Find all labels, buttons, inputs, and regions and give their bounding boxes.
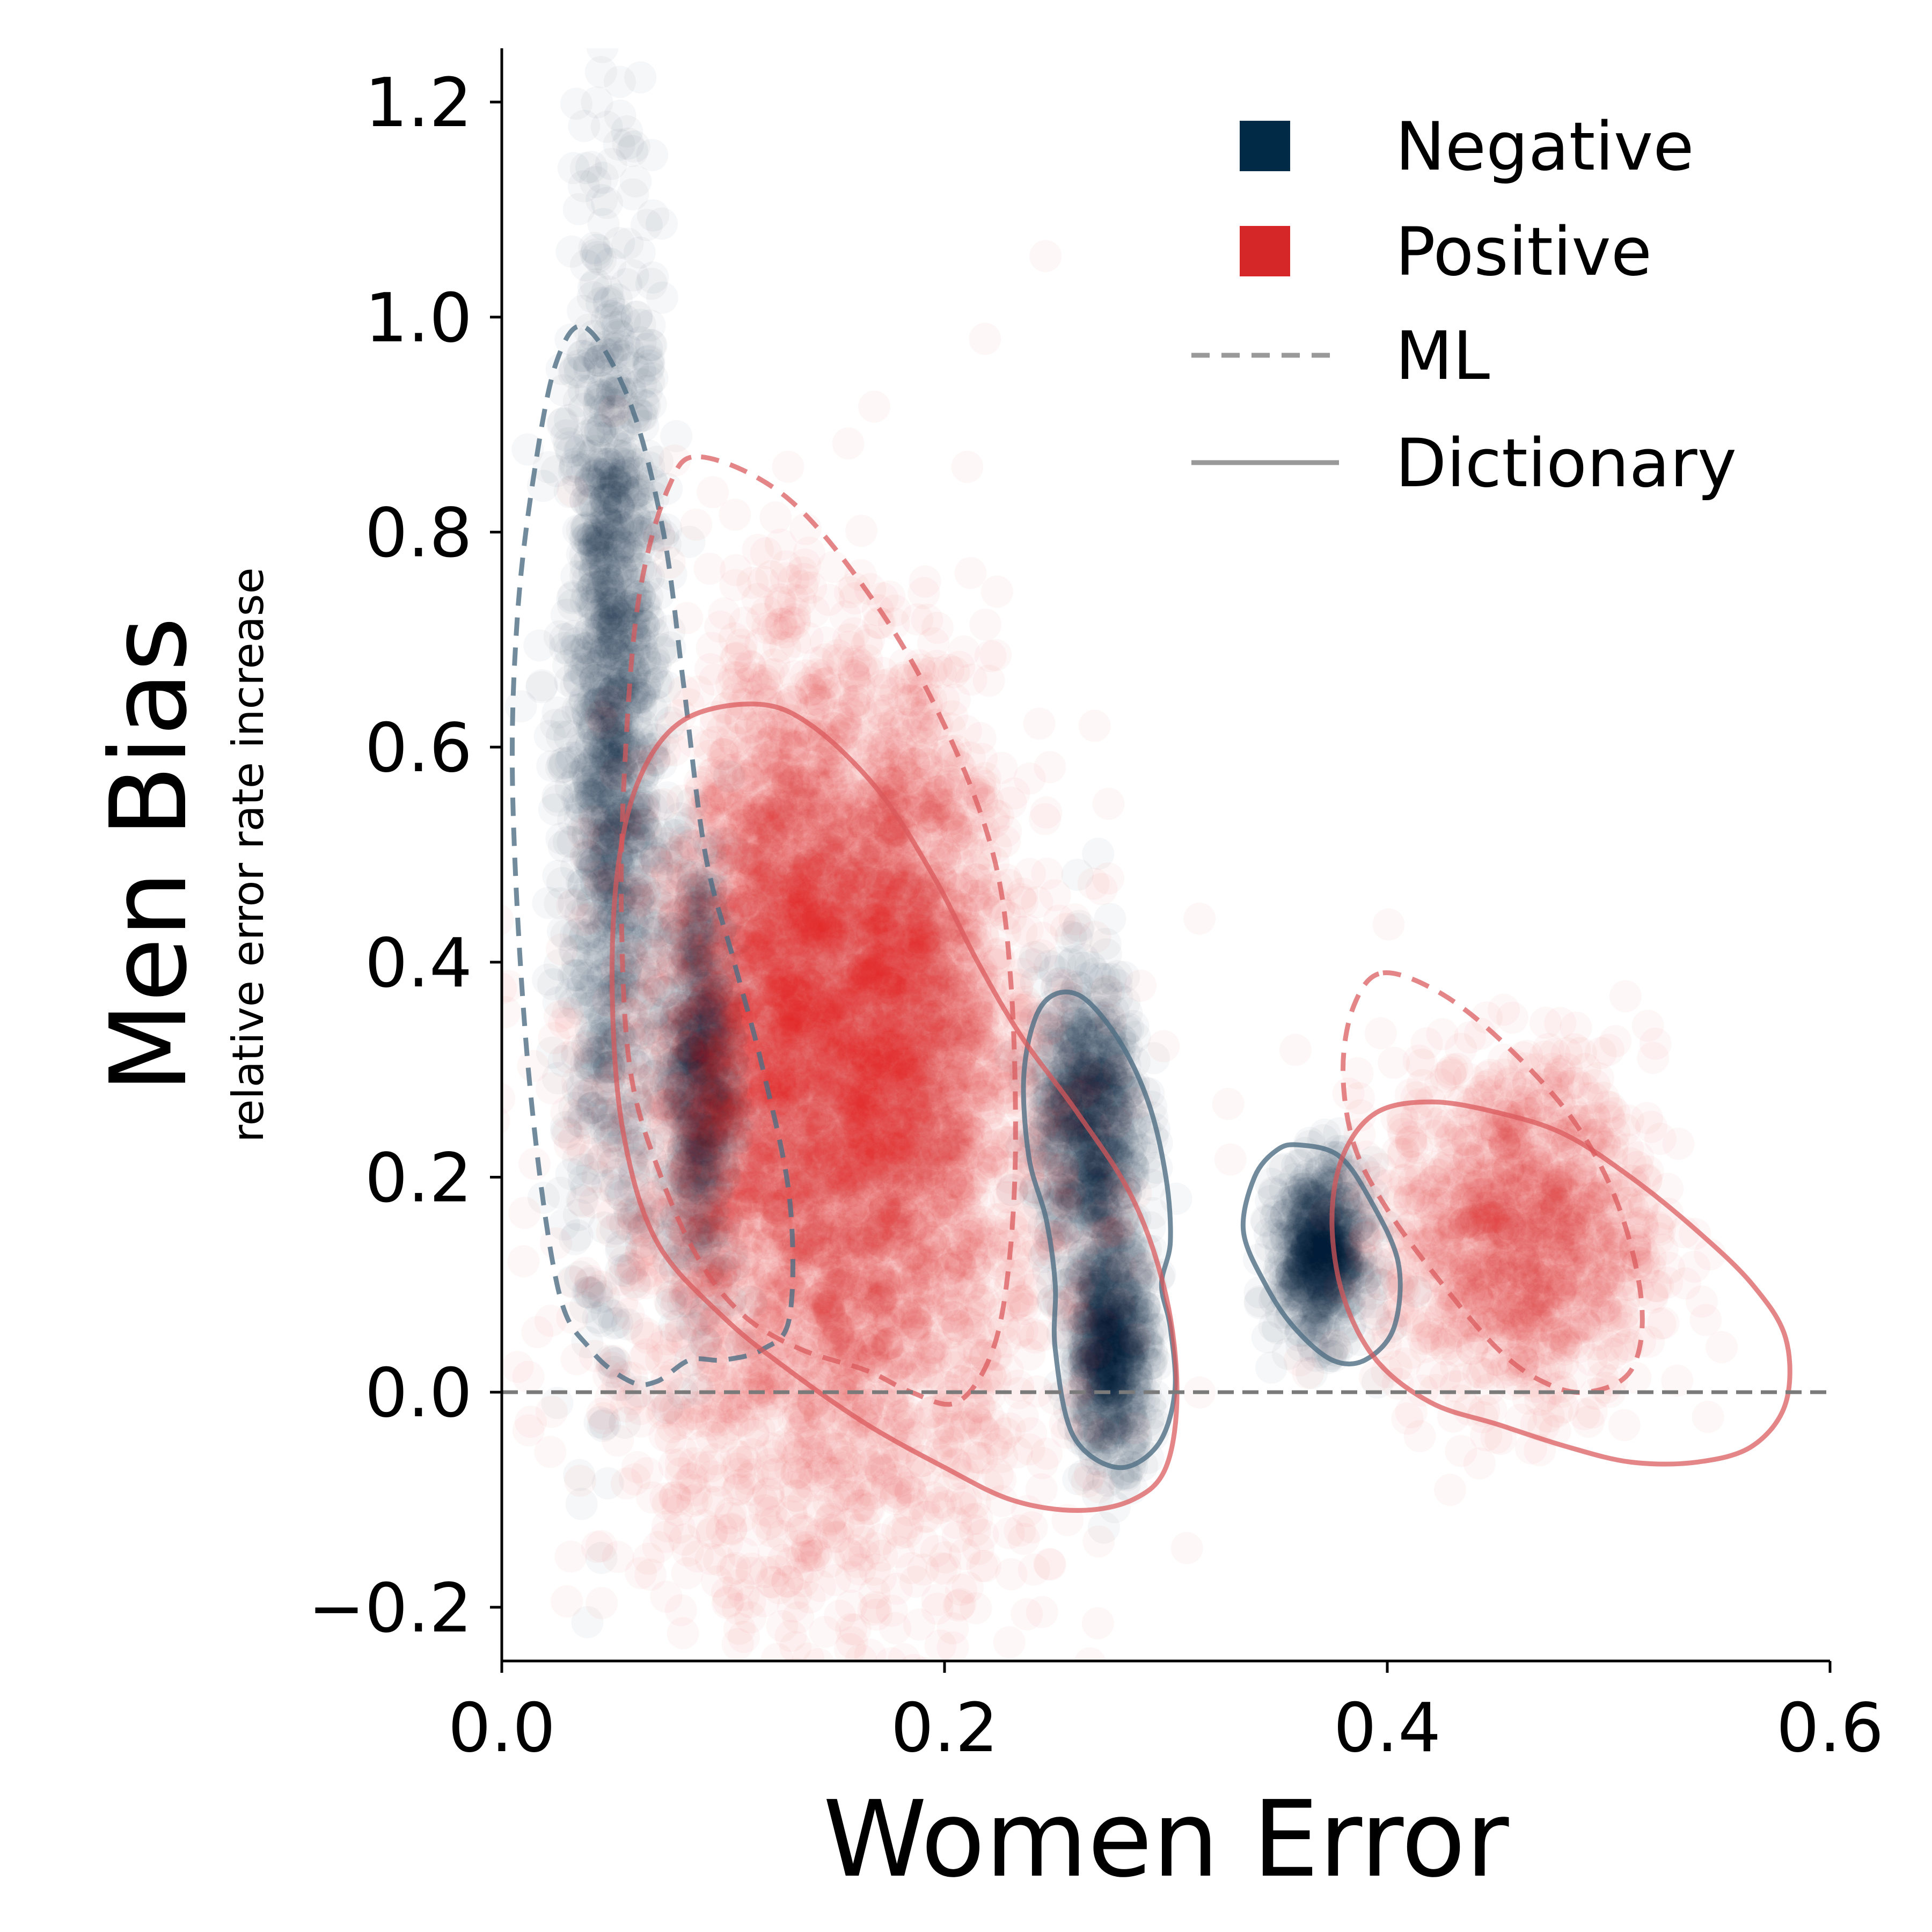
scatter-point [636, 139, 668, 171]
scatter-point [572, 762, 604, 794]
scatter-point [582, 1769, 614, 1801]
scatter-point [832, 427, 865, 459]
scatter-point [575, 619, 607, 652]
scatter-point [637, 199, 669, 231]
scatter-point [759, 501, 792, 533]
scatter-point [585, 56, 617, 88]
scatter-point [566, 538, 598, 570]
scatter-point [601, 489, 633, 521]
scatter-point [567, 295, 599, 327]
scatter-point [637, 261, 669, 294]
scatter-point [505, 690, 537, 722]
scatter-point [1285, 1270, 1317, 1302]
scatter-point [523, 630, 555, 662]
scatter-point [534, 720, 566, 752]
scatter-point [570, 250, 602, 282]
scatter-point [570, 152, 602, 184]
scatter-point [617, 0, 649, 12]
scatter-point [1255, 1351, 1287, 1384]
scatter-point [630, 590, 662, 622]
scatter-point [536, 750, 568, 782]
scatter-point [563, 193, 595, 225]
scatter-point [537, 968, 569, 1000]
scatter-point [560, 87, 592, 120]
scatter-point [592, 457, 625, 489]
scatter-point [1279, 1163, 1311, 1195]
scatter-point [635, 388, 667, 420]
scatter-point [637, 481, 669, 514]
